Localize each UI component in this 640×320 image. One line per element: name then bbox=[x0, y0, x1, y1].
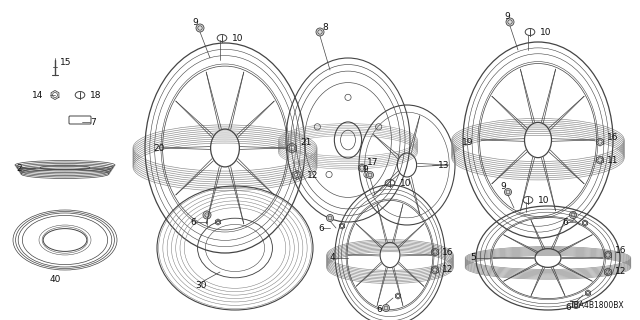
Text: 12: 12 bbox=[615, 268, 627, 276]
Circle shape bbox=[504, 188, 511, 196]
Text: 15: 15 bbox=[60, 58, 72, 67]
Circle shape bbox=[570, 212, 577, 219]
Text: 30: 30 bbox=[195, 281, 207, 290]
Text: 4: 4 bbox=[330, 253, 335, 262]
Text: 2: 2 bbox=[16, 164, 22, 172]
Text: 6: 6 bbox=[562, 218, 568, 227]
Text: 6: 6 bbox=[565, 303, 571, 313]
Text: TBA4B1800BX: TBA4B1800BX bbox=[570, 300, 625, 309]
Text: 16: 16 bbox=[615, 245, 627, 254]
Text: 5: 5 bbox=[470, 253, 476, 262]
Circle shape bbox=[573, 301, 579, 308]
Circle shape bbox=[316, 28, 324, 36]
Text: 9: 9 bbox=[504, 12, 510, 20]
Text: 10: 10 bbox=[540, 28, 552, 36]
Text: 13: 13 bbox=[438, 161, 449, 170]
Circle shape bbox=[506, 18, 514, 26]
Text: 9: 9 bbox=[192, 18, 198, 27]
Text: 10: 10 bbox=[232, 34, 243, 43]
Text: 6: 6 bbox=[190, 218, 196, 227]
Text: 10: 10 bbox=[400, 179, 412, 188]
Text: 12: 12 bbox=[442, 266, 453, 275]
Text: 19: 19 bbox=[462, 138, 474, 147]
Text: 9: 9 bbox=[362, 164, 368, 173]
Circle shape bbox=[326, 214, 333, 221]
Circle shape bbox=[196, 24, 204, 32]
Text: 10: 10 bbox=[538, 196, 550, 204]
Text: 40: 40 bbox=[49, 276, 61, 284]
Circle shape bbox=[203, 211, 211, 219]
Text: 12: 12 bbox=[307, 171, 318, 180]
Text: 16: 16 bbox=[607, 132, 618, 141]
Text: 6: 6 bbox=[376, 306, 381, 315]
Text: 9: 9 bbox=[500, 181, 506, 190]
Text: 20: 20 bbox=[153, 143, 164, 153]
Text: 21: 21 bbox=[300, 138, 312, 147]
Text: 18: 18 bbox=[90, 91, 102, 100]
Text: 14: 14 bbox=[31, 91, 43, 100]
Text: 6: 6 bbox=[318, 223, 324, 233]
Circle shape bbox=[383, 305, 390, 311]
Text: 8: 8 bbox=[322, 22, 328, 31]
Text: 16: 16 bbox=[442, 247, 454, 257]
Circle shape bbox=[367, 172, 374, 179]
Text: 11: 11 bbox=[607, 156, 618, 164]
Text: 7: 7 bbox=[90, 117, 96, 126]
Text: 17: 17 bbox=[367, 157, 378, 166]
